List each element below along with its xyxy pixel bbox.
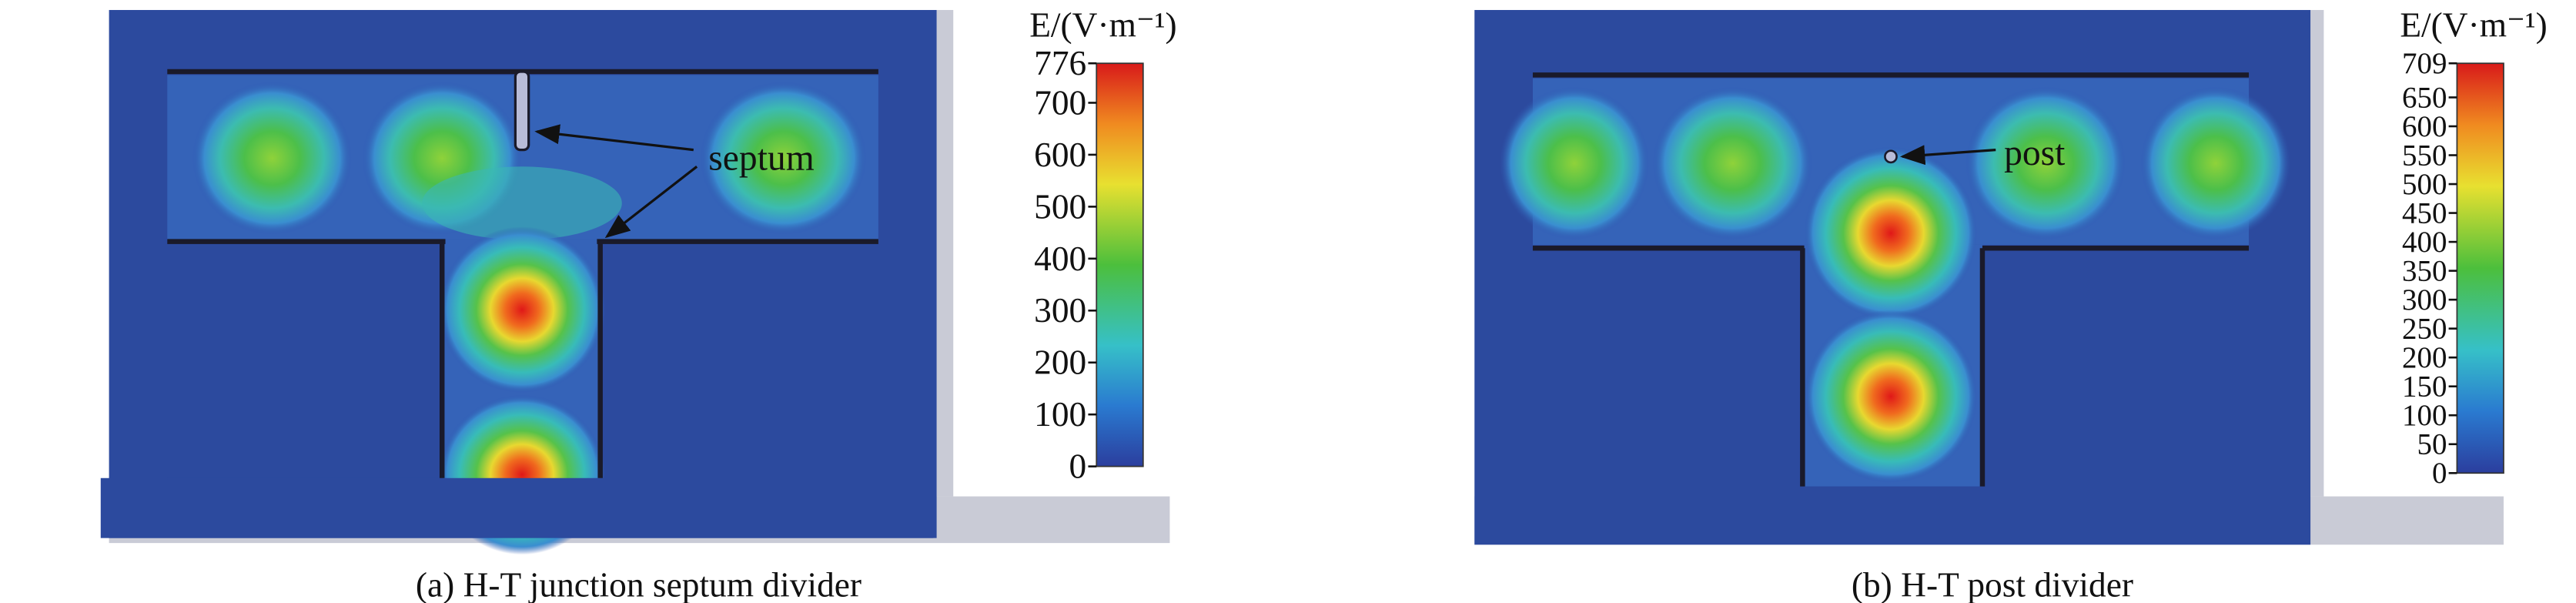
tick-label: 300 xyxy=(2402,283,2447,317)
tick-label: 0 xyxy=(2432,457,2447,490)
tick-label: 600 xyxy=(2402,110,2447,143)
tick-label: 250 xyxy=(2402,313,2447,346)
tick-label: 450 xyxy=(2402,196,2447,229)
tick-label: 500 xyxy=(1034,187,1086,226)
tick-label: 300 xyxy=(1034,291,1086,330)
annotation: septum xyxy=(708,139,814,179)
caption: (a) H-T junction septum divider xyxy=(416,565,861,603)
tick-label: 100 xyxy=(2402,399,2447,432)
colorbar-title: E/(V·m⁻¹) xyxy=(2400,6,2547,45)
colorbar-title: E/(V·m⁻¹) xyxy=(1029,6,1176,45)
panel-a: septum E/(V·m⁻¹) (a) H-T junction septum… xyxy=(100,6,1177,603)
tick-label: 550 xyxy=(2402,139,2447,172)
tick-label: 200 xyxy=(2402,341,2447,374)
tick-label: 600 xyxy=(1034,136,1086,174)
tick-label: 500 xyxy=(2402,168,2447,201)
tick-label: 100 xyxy=(1034,395,1086,434)
tick-label: 776 xyxy=(1034,44,1086,82)
panel-b: post E/(V·m⁻¹) (b) H-T post divider xyxy=(1474,6,2548,603)
caption: (b) H-T post divider xyxy=(1852,565,2133,603)
tick-label: 709 xyxy=(2402,47,2447,80)
tick-label: 350 xyxy=(2402,254,2447,287)
tick-label: 150 xyxy=(2402,370,2447,404)
annotation: post xyxy=(2004,133,2065,173)
tick-label: 700 xyxy=(1034,83,1086,122)
tick-label: 200 xyxy=(1034,343,1086,382)
tick-label: 400 xyxy=(2402,226,2447,259)
tick-label: 50 xyxy=(2417,428,2447,461)
tick-label: 0 xyxy=(1069,447,1087,486)
tick-label: 400 xyxy=(1034,240,1086,278)
tick-label: 650 xyxy=(2402,81,2447,114)
